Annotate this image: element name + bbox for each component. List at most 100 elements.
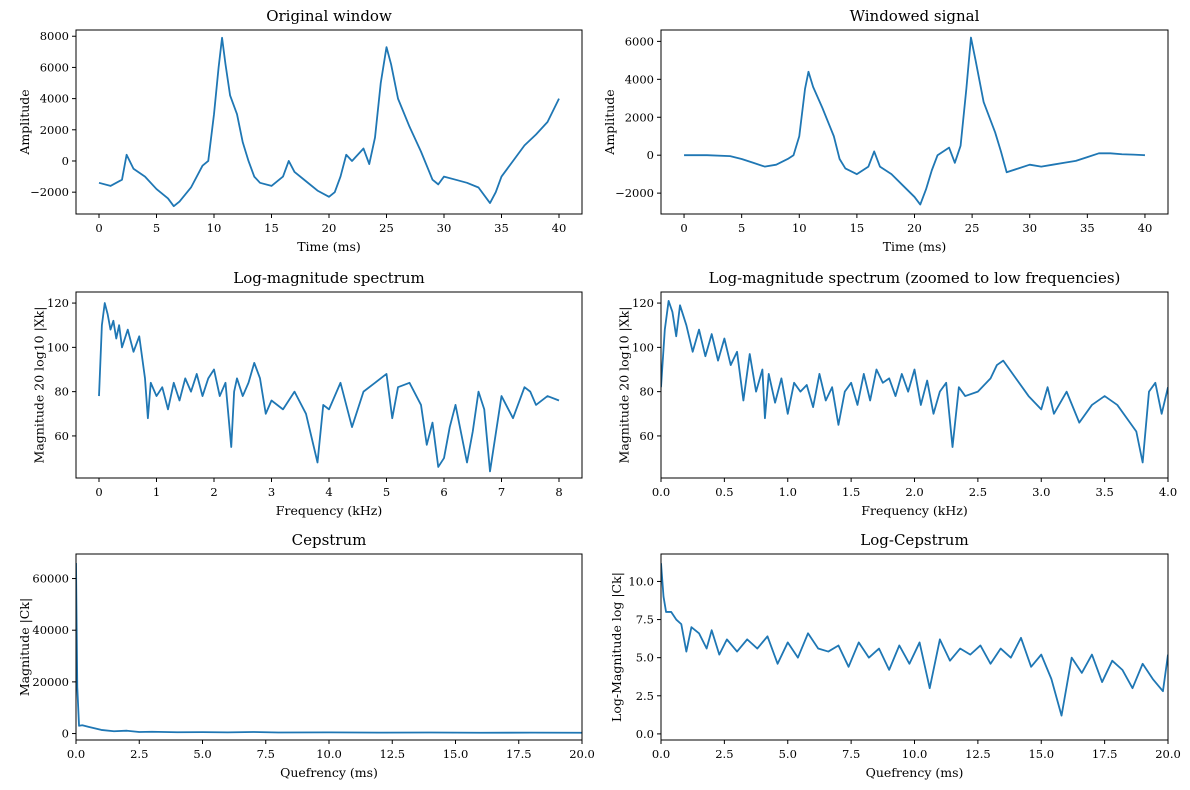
x-tick-label: 10.0 <box>316 747 342 761</box>
y-tick-label: 60 <box>54 429 69 443</box>
chart-title: Cepstrum <box>292 531 367 549</box>
chart-title: Log-magnitude spectrum <box>233 269 424 287</box>
x-tick-label: 0.0 <box>652 747 670 761</box>
x-tick-label: 0 <box>95 485 102 499</box>
x-tick-label: 20 <box>907 221 922 235</box>
x-tick-label: 25 <box>965 221 980 235</box>
y-tick-label: 20000 <box>32 675 69 689</box>
y-tick-label: 40000 <box>32 623 69 637</box>
x-tick-label: 8 <box>555 485 562 499</box>
x-axis-label: Frequency (kHz) <box>276 503 382 518</box>
y-tick-label: −2000 <box>30 185 69 199</box>
chart-title: Log-Cepstrum <box>860 531 968 549</box>
y-tick-label: 60 <box>639 429 654 443</box>
x-axis-label: Frequency (kHz) <box>861 503 967 518</box>
x-tick-label: 7.5 <box>257 747 275 761</box>
x-tick-label: 2.0 <box>905 485 923 499</box>
x-tick-label: 4.0 <box>1159 485 1177 499</box>
x-tick-label: 40 <box>552 221 567 235</box>
y-tick-label: 2.5 <box>636 689 654 703</box>
x-tick-label: 2 <box>210 485 217 499</box>
x-tick-label: 5 <box>738 221 745 235</box>
y-tick-label: 4000 <box>40 92 69 106</box>
x-tick-label: 1.5 <box>842 485 860 499</box>
x-tick-label: 2.5 <box>715 747 733 761</box>
series-line <box>661 299 1168 464</box>
y-tick-label: 120 <box>632 296 654 310</box>
x-tick-label: 20.0 <box>1155 747 1181 761</box>
series-line <box>98 36 560 208</box>
y-tick-label: 0.0 <box>636 727 654 741</box>
y-tick-label: 120 <box>47 296 69 310</box>
y-tick-label: 100 <box>632 340 654 354</box>
y-tick-label: 80 <box>639 385 654 399</box>
x-tick-label: 35 <box>494 221 509 235</box>
x-tick-label: 35 <box>1080 221 1095 235</box>
x-tick-label: 15.0 <box>443 747 469 761</box>
x-tick-label: 10 <box>792 221 807 235</box>
chart-panel-6: 0.0 2.5 5.0 7.5 10.0 12.5 15.0 17.5 20.0 0.0 2.5 5.… <box>609 531 1181 780</box>
x-tick-label: 0.0 <box>67 747 85 761</box>
x-axis-label: Time (ms) <box>883 239 947 254</box>
x-tick-label: 7 <box>498 485 505 499</box>
y-tick-label: 0 <box>62 154 69 168</box>
series-line <box>684 36 1145 206</box>
x-tick-label: 40 <box>1138 221 1153 235</box>
y-tick-label: 60000 <box>32 572 69 586</box>
chart-panel-2: 0 5 10 15 20 25 30 35 40 −2000 0 2000 4000 6000 Window… <box>602 7 1169 254</box>
y-tick-label: 6000 <box>40 60 69 74</box>
x-tick-label: 10.0 <box>902 747 928 761</box>
x-tick-label: 5 <box>383 485 390 499</box>
x-tick-label: 5.0 <box>193 747 211 761</box>
x-tick-label: 6 <box>440 485 447 499</box>
y-tick-label: 0 <box>647 148 654 162</box>
x-tick-label: 15 <box>850 221 865 235</box>
y-tick-label: 7.5 <box>636 613 654 627</box>
y-tick-label: 5.0 <box>636 651 654 665</box>
x-tick-label: 12.5 <box>379 747 405 761</box>
y-axis-label: Amplitude <box>602 89 617 155</box>
x-tick-label: 3.0 <box>1032 485 1050 499</box>
x-tick-label: 4 <box>325 485 332 499</box>
series-line <box>661 563 1168 717</box>
x-tick-label: 2.5 <box>130 747 148 761</box>
x-tick-label: 30 <box>1022 221 1037 235</box>
y-axis-label: Magnitude |Ck| <box>17 598 32 696</box>
y-tick-label: 2000 <box>40 123 69 137</box>
x-tick-label: 5.0 <box>779 747 797 761</box>
x-tick-label: 2.5 <box>969 485 987 499</box>
y-tick-label: 6000 <box>625 34 654 48</box>
series-line <box>76 563 582 734</box>
x-axis-label: Time (ms) <box>297 239 361 254</box>
x-tick-label: 20.0 <box>569 747 595 761</box>
x-tick-label: 0.5 <box>715 485 733 499</box>
y-tick-label: 100 <box>47 340 69 354</box>
chart-panel-1: 0 5 10 15 20 25 30 35 40 −2000 0 2000 4000 6000 8000 Or… <box>17 7 583 254</box>
x-tick-label: 15.0 <box>1028 747 1054 761</box>
x-axis-label: Quefrency (ms) <box>280 765 378 780</box>
y-tick-label: 10.0 <box>628 574 654 588</box>
x-tick-label: 12.5 <box>965 747 991 761</box>
x-tick-label: 30 <box>437 221 452 235</box>
y-tick-label: −2000 <box>615 186 654 200</box>
y-tick-label: 8000 <box>40 29 69 43</box>
chart-title: Log-magnitude spectrum (zoomed to low fr… <box>709 269 1121 287</box>
x-tick-label: 25 <box>379 221 394 235</box>
x-tick-label: 10 <box>207 221 222 235</box>
x-tick-label: 3 <box>268 485 275 499</box>
y-tick-label: 2000 <box>625 110 654 124</box>
chart-panel-5: 0.0 2.5 5.0 7.5 10.0 12.5 15.0 17.5 20.0 0 20000 40… <box>17 531 595 780</box>
x-tick-label: 0 <box>95 221 102 235</box>
x-tick-label: 15 <box>264 221 279 235</box>
y-tick-label: 0 <box>62 727 69 741</box>
y-axis-label: Magnitude 20 log10 |Xk| <box>31 307 46 464</box>
x-tick-label: 20 <box>322 221 337 235</box>
y-axis-label: Log-Magnitude log |Ck| <box>609 572 624 722</box>
x-tick-label: 1 <box>153 485 160 499</box>
x-tick-label: 17.5 <box>506 747 532 761</box>
chart-panel-4: 0.0 0.5 1.0 1.5 2.0 2.5 3.0 3.5 4.0 60 80 100 120 Log… <box>616 269 1177 518</box>
x-tick-label: 7.5 <box>842 747 860 761</box>
x-tick-label: 17.5 <box>1092 747 1118 761</box>
